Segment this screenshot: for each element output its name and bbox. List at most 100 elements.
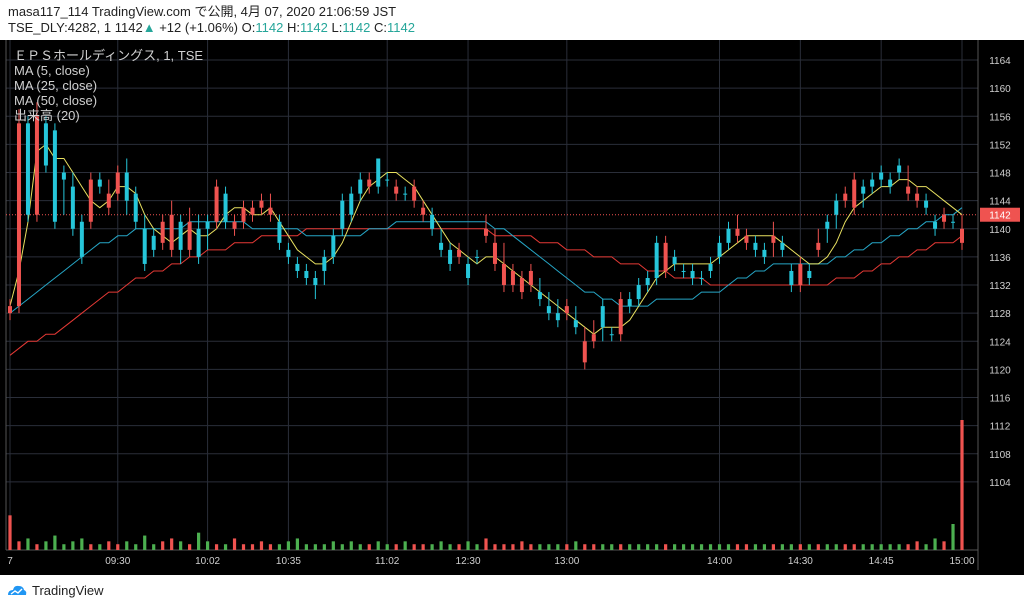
candle-body [214, 186, 219, 222]
candle-body [376, 158, 381, 187]
price-tick-label: 1128 [989, 309, 1011, 320]
candle-body [564, 306, 569, 314]
candle-body [708, 263, 713, 271]
candle-body [115, 172, 120, 194]
price-tick-label: 1136 [989, 253, 1011, 264]
candle-body [106, 193, 111, 208]
volume-bar [26, 538, 30, 550]
candle-body [448, 249, 453, 264]
volume-bar [385, 544, 389, 550]
candle-body [951, 221, 956, 223]
volume-bar [708, 544, 713, 550]
candle-body [726, 228, 731, 243]
volume-bar [673, 544, 677, 550]
candle-body [151, 235, 156, 250]
candle-body [636, 285, 641, 300]
price-chart[interactable]: 1104 1108 1112 1116 1120 1124 1128 1132 1136 1140… [0, 40, 1024, 570]
legend-title[interactable]: ＥＰＳホールディングス, 1, TSE [14, 48, 204, 63]
time-tick-label: 13:00 [554, 556, 579, 567]
volume-bar [942, 541, 946, 550]
candle-body [295, 263, 300, 271]
legend-ma5[interactable]: MA (5, close) [14, 63, 90, 78]
candle-body [753, 242, 758, 250]
candle-body [97, 179, 102, 187]
candle-body [528, 270, 533, 286]
volume-bar [214, 544, 219, 550]
candle-body [421, 207, 426, 215]
candle-body [555, 313, 560, 321]
candle-body [807, 270, 812, 278]
last-price: 1142 [114, 20, 143, 35]
candle-body [582, 341, 587, 363]
candle-body [933, 221, 938, 229]
candle-body [349, 193, 354, 215]
price-tick-label: 1156 [989, 112, 1011, 123]
candle-body [600, 306, 605, 328]
volume-bar [879, 544, 883, 550]
volume-bar [188, 544, 192, 550]
candle-body [52, 130, 57, 222]
candle-body [672, 256, 677, 264]
volume-bar [439, 541, 443, 550]
volume-bar [681, 544, 686, 550]
symbol-quote-line: TSE_DLY:4282, 1 1142▲ +12 (+1.06%) O:114… [8, 20, 1016, 36]
volume-bar [107, 541, 111, 550]
candle-body [8, 306, 12, 314]
candle-body [852, 179, 857, 208]
close-value: 1142 [386, 20, 415, 35]
candle-body [960, 228, 964, 243]
time-tick-label: 14:30 [788, 556, 813, 567]
volume-bar [412, 544, 416, 550]
volume-bar [574, 541, 578, 550]
volume-bar [89, 544, 93, 550]
price-tick-label: 1160 [989, 84, 1011, 95]
volume-bar [870, 544, 874, 550]
candle-body [160, 221, 165, 243]
candle-body [519, 278, 524, 293]
candle-body [259, 200, 264, 208]
volume-bar [223, 544, 228, 550]
time-tick-label: 14:45 [869, 556, 894, 567]
candle-body [699, 278, 704, 279]
tradingview-logo[interactable]: TradingView [6, 583, 104, 598]
volume-bar [295, 538, 299, 550]
volume-bar [179, 541, 183, 550]
volume-bar [421, 544, 425, 550]
volume-bar [951, 524, 955, 550]
chart-area[interactable]: 1104 1108 1112 1116 1120 1124 1128 1132 1136 1140… [0, 40, 1024, 570]
volume-bar [286, 541, 291, 550]
legend-ma25[interactable]: MA (25, close) [14, 78, 98, 93]
volume-bar [816, 544, 820, 550]
volume-bar [35, 544, 39, 550]
candle-body [762, 249, 767, 257]
volume-bar [313, 544, 317, 550]
candle-body [591, 334, 596, 342]
legend-ma50[interactable]: MA (50, close) [14, 93, 98, 108]
candle-body [241, 207, 246, 222]
volume-bar [592, 544, 596, 550]
volume-bar [699, 544, 704, 550]
volume-bar [888, 544, 892, 550]
volume-bar [98, 544, 102, 550]
candle-body [439, 242, 444, 250]
volume-bar [394, 544, 398, 550]
candle-body [457, 249, 462, 257]
volume-bar [205, 541, 210, 550]
volume-bar [430, 544, 434, 550]
last-price-tag-label: 1142 [989, 211, 1011, 222]
legend-volume[interactable]: 出来高 (20) [14, 108, 80, 123]
candle-body [313, 278, 318, 286]
candle-body [250, 207, 255, 215]
volume-bar [798, 544, 802, 550]
time-tick-label: 15:00 [949, 556, 974, 567]
candle-body [169, 214, 174, 250]
candle-body [358, 179, 363, 194]
volume-bar [906, 544, 910, 550]
candle-body [924, 200, 929, 208]
volume-bar [547, 544, 551, 550]
candle-body [331, 235, 336, 257]
ma5-line [9, 143, 963, 335]
candle-body [196, 228, 201, 257]
candle-body [942, 214, 947, 222]
price-tick-label: 1108 [989, 450, 1011, 461]
